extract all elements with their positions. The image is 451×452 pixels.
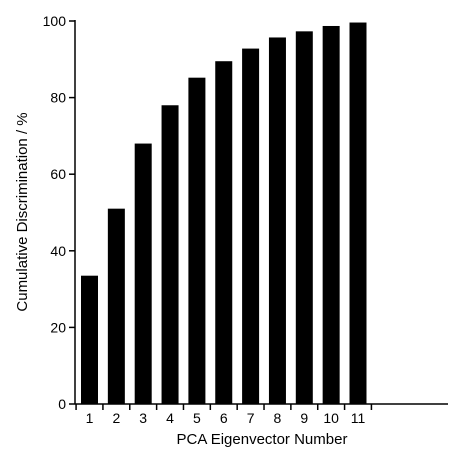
y-tick-label-20: 20 bbox=[50, 319, 66, 335]
y-tick-label-60: 60 bbox=[50, 166, 66, 182]
x-axis-title: PCA Eigenvector Number bbox=[177, 431, 348, 448]
x-tick-label-4: 4 bbox=[166, 410, 174, 426]
bar-8 bbox=[268, 37, 286, 404]
y-axis: 0 20 40 60 80 100 bbox=[43, 13, 76, 412]
bar-11 bbox=[349, 22, 367, 405]
y-tick-label-40: 40 bbox=[50, 243, 66, 259]
bar-6 bbox=[215, 61, 233, 405]
x-tick-label-10: 10 bbox=[323, 410, 339, 426]
x-tick-label-9: 9 bbox=[300, 410, 308, 426]
bar-5 bbox=[188, 77, 206, 405]
x-tick-label-2: 2 bbox=[112, 410, 120, 426]
bar-10 bbox=[322, 25, 340, 404]
bar-3 bbox=[134, 143, 152, 404]
bar-7 bbox=[242, 48, 260, 404]
y-tick-label-0: 0 bbox=[58, 396, 66, 412]
x-tick-label-1: 1 bbox=[86, 410, 94, 426]
bar-1 bbox=[81, 275, 98, 404]
bar-group bbox=[81, 22, 367, 405]
x-tick-label-5: 5 bbox=[193, 410, 201, 426]
bar-2 bbox=[107, 208, 125, 404]
x-tick-label-11: 11 bbox=[351, 410, 366, 426]
bar-9 bbox=[295, 31, 313, 405]
x-tick-label-7: 7 bbox=[247, 410, 255, 426]
bar-4 bbox=[161, 105, 179, 404]
x-tick-label-8: 8 bbox=[274, 410, 282, 426]
y-axis-title: Cumulative Discrimination / % bbox=[14, 112, 31, 311]
x-axis: 1 2 3 4 5 6 7 8 9 10 11 bbox=[75, 403, 448, 426]
x-tick-label-6: 6 bbox=[220, 410, 228, 426]
y-tick-label-100: 100 bbox=[43, 13, 67, 29]
x-tick-label-3: 3 bbox=[139, 410, 147, 426]
y-tick-label-80: 80 bbox=[50, 90, 66, 106]
